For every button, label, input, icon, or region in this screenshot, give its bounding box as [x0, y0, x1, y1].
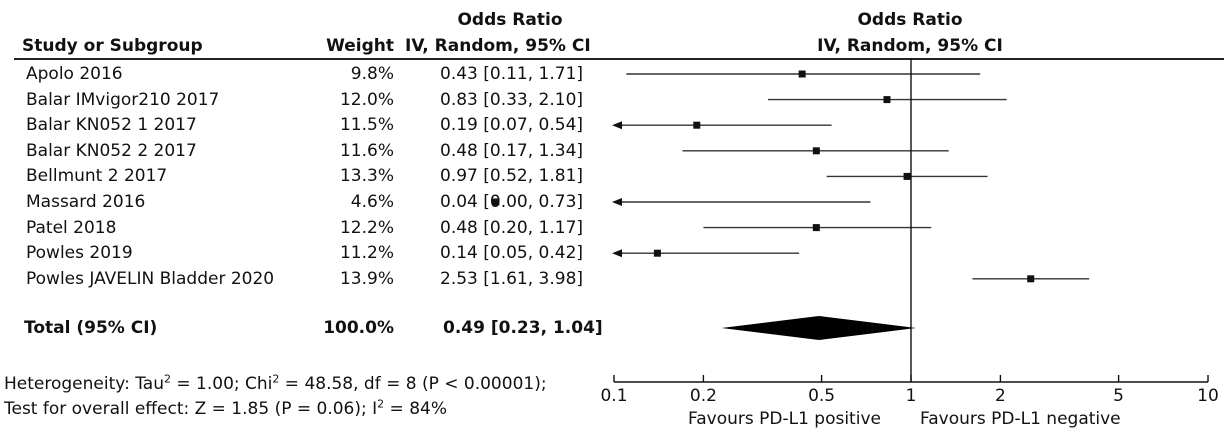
x-tick-label: 1 [906, 386, 917, 406]
study-name: Balar IMvigor210 2017 [26, 89, 220, 110]
x-tick-label: 10 [1197, 386, 1219, 406]
study-weight: 13.9% [339, 268, 394, 289]
point-estimate [812, 224, 820, 232]
x-tick-label: 0.2 [690, 386, 717, 406]
weight-column-header: Weight [326, 36, 394, 56]
plot-method-header: IV, Random, 95% CI [817, 36, 1003, 56]
ci-arrow-left [612, 121, 622, 130]
point-estimate [903, 172, 911, 180]
point-estimate [812, 147, 820, 155]
study-weight: 11.6% [339, 140, 394, 161]
study-weight: 9.8% [350, 64, 394, 84]
x-tick-label: 0.5 [808, 386, 835, 406]
study-name: Bellmunt 2 2017 [26, 166, 168, 187]
total-label: Total (95% CI) [24, 318, 158, 338]
x-tick-label: 0.1 [600, 386, 627, 406]
study-ci: 0.48 [0.20, 1.17] [440, 217, 584, 238]
point-estimate [798, 70, 806, 78]
study-ci: 0.19 [0.07, 0.54] [440, 115, 584, 136]
heterogeneity-text: Heterogeneity: Tau2 = 1.00; Chi2 = 48.58… [4, 372, 547, 394]
study-ci: 0.48 [0.17, 1.34] [440, 140, 584, 161]
overall-effect-text: Test for overall effect: Z = 1.85 (P = 0… [4, 397, 447, 419]
study-weight: 12.2% [339, 217, 394, 238]
study-name: Balar KN052 1 2017 [26, 115, 197, 136]
study-weight: 4.6% [350, 192, 394, 212]
favours-right-label: Favours PD-L1 negative [920, 409, 1121, 429]
favours-left-label: Favours PD-L1 positive [688, 409, 881, 429]
study-weight: 11.2% [339, 243, 394, 264]
point-estimate [492, 198, 500, 206]
study-name: Powles 2019 [26, 243, 133, 264]
point-estimate [653, 249, 661, 257]
x-tick-label: 5 [1113, 386, 1124, 406]
or-method-header: IV, Random, 95% CI [405, 36, 591, 56]
study-column-header: Study or Subgroup [22, 36, 203, 56]
study-ci: 0.04 [0.00, 0.73] [440, 192, 584, 212]
study-ci: 0.43 [0.11, 1.71] [440, 64, 584, 84]
plot-column-title: Odds Ratio [857, 10, 963, 30]
header-rule [14, 58, 1224, 60]
total-ci: 0.49 [0.23, 1.04] [443, 318, 603, 338]
or-column-title: Odds Ratio [457, 10, 563, 30]
x-tick-label: 2 [995, 386, 1006, 406]
study-ci: 0.83 [0.33, 2.10] [440, 89, 584, 110]
pooled-diamond [721, 316, 917, 340]
study-ci: 0.97 [0.52, 1.81] [440, 166, 584, 187]
study-ci: 0.14 [0.05, 0.42] [440, 243, 584, 264]
study-name: Balar KN052 2 2017 [26, 140, 197, 161]
study-weight: 12.0% [339, 89, 394, 110]
ci-arrow-left [612, 249, 622, 258]
study-name: Massard 2016 [26, 192, 146, 212]
point-estimate [883, 96, 891, 104]
study-weight: 11.5% [339, 115, 394, 136]
study-name: Apolo 2016 [26, 64, 123, 84]
study-weight: 13.3% [339, 166, 394, 187]
study-name: Patel 2018 [26, 217, 117, 238]
point-estimate [693, 121, 701, 129]
ci-arrow-left [612, 198, 622, 206]
study-name: Powles JAVELIN Bladder 2020 [26, 268, 275, 289]
study-ci: 2.53 [1.61, 3.98] [440, 268, 584, 289]
point-estimate [1027, 275, 1035, 283]
total-weight: 100.0% [323, 318, 394, 338]
